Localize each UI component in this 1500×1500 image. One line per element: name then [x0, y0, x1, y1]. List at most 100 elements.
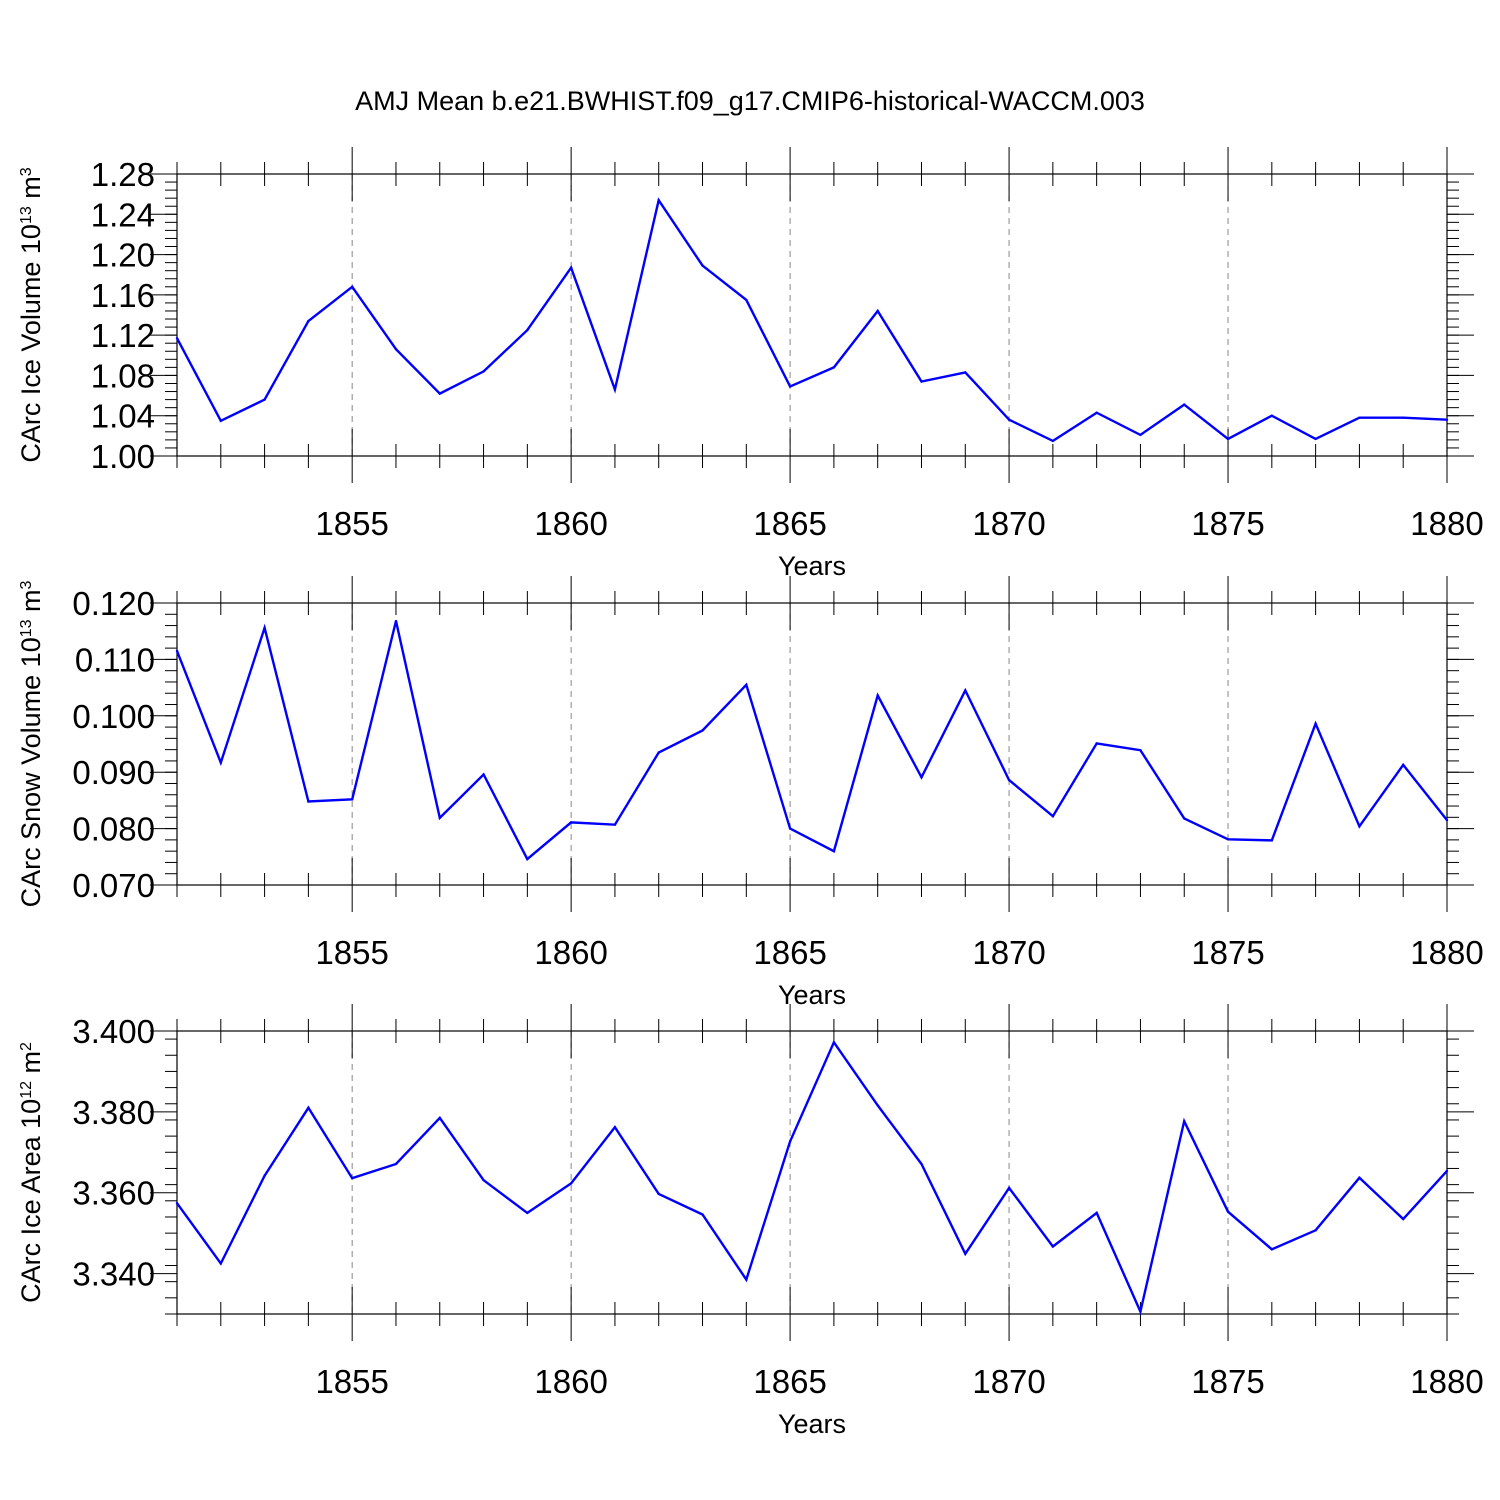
y-tick-label: 1.24 — [91, 196, 155, 233]
data-point — [613, 1126, 617, 1129]
data-point — [350, 1176, 354, 1180]
data-point — [219, 419, 222, 422]
data-point — [1226, 1210, 1230, 1213]
data-point — [657, 1192, 660, 1196]
x-axis-label: Years — [778, 551, 846, 581]
data-point — [964, 689, 967, 692]
x-tick-label: 1865 — [753, 505, 826, 542]
data-point — [1358, 1176, 1361, 1179]
data-point — [920, 776, 923, 779]
data-point — [788, 827, 792, 830]
x-axis-label: Years — [778, 1409, 846, 1439]
data-point — [788, 385, 792, 388]
data-point — [350, 285, 354, 288]
x-tick-label: 1865 — [753, 934, 826, 971]
data-point — [175, 1202, 179, 1205]
data-point — [1402, 1217, 1405, 1221]
data-point — [219, 1262, 222, 1265]
data-point — [438, 392, 441, 395]
x-tick-label: 1865 — [753, 1363, 826, 1400]
data-point — [1051, 814, 1055, 818]
y-tick-label: 0.070 — [72, 867, 155, 904]
data-point — [1007, 418, 1011, 421]
data-point — [438, 1116, 441, 1120]
y-tick-label: 3.380 — [72, 1094, 155, 1131]
x-tick-label: 1875 — [1191, 505, 1264, 542]
data-point — [263, 398, 266, 401]
y-tick-label: 1.20 — [91, 237, 155, 274]
data-point — [1095, 742, 1098, 745]
data-point — [175, 649, 179, 653]
data-point — [1007, 778, 1011, 782]
x-tick-label: 1875 — [1191, 934, 1264, 971]
data-point — [1445, 418, 1449, 421]
data-point — [526, 328, 529, 332]
data-point — [832, 366, 836, 369]
data-point — [1051, 1245, 1055, 1248]
data-point — [1095, 1211, 1098, 1215]
y-tick-label: 3.340 — [72, 1256, 155, 1293]
data-point — [832, 1041, 836, 1044]
x-tick-label: 1860 — [534, 505, 607, 542]
data-point — [701, 729, 704, 732]
panels: 1.001.04 1.081.121.161.20 1.241.28 1855 1860… — [16, 147, 1484, 1439]
y-tick-label: 0.090 — [72, 754, 155, 791]
data-point — [526, 1211, 529, 1215]
y-axis-label: CArc Ice Volume 1013 m3 — [16, 167, 46, 462]
data-point — [613, 823, 617, 826]
data-point — [788, 1140, 792, 1143]
data-point — [1139, 749, 1142, 752]
y-tick-label: 0.080 — [72, 811, 155, 848]
data-point — [307, 800, 310, 803]
plot-frame — [176, 173, 1448, 457]
y-tick-label: 3.360 — [72, 1175, 155, 1212]
data-point — [1139, 1310, 1142, 1313]
x-tick-label: 1855 — [315, 505, 388, 542]
data-point — [1051, 439, 1055, 443]
data-line — [175, 620, 1448, 861]
data-point — [394, 619, 398, 623]
data-point — [175, 336, 179, 340]
data-point — [920, 1162, 923, 1166]
x-tick-label: 1880 — [1410, 934, 1483, 971]
data-point — [1270, 1248, 1274, 1251]
data-point — [350, 798, 354, 801]
x-tick-label: 1860 — [534, 1363, 607, 1400]
y-tick-label: 1.04 — [91, 398, 155, 435]
data-point — [613, 388, 617, 391]
data-point — [964, 371, 967, 374]
data-point — [745, 683, 748, 686]
y-tick-label: 1.16 — [91, 277, 155, 314]
data-point — [1007, 1186, 1011, 1190]
panel-1: 1.001.04 1.081.121.161.20 1.241.28 1855 1860… — [16, 147, 1484, 581]
data-point — [1358, 416, 1361, 419]
y-tick-label: 3.400 — [72, 1013, 155, 1050]
data-point — [920, 380, 923, 383]
y-tick-label: 1.00 — [91, 438, 155, 475]
x-tick-label: 1880 — [1410, 505, 1483, 542]
data-point — [526, 857, 529, 861]
data-point — [745, 1278, 748, 1281]
x-tick-label: 1870 — [972, 1363, 1045, 1400]
data-point — [1226, 838, 1230, 841]
data-point — [1402, 416, 1405, 419]
data-point — [1445, 818, 1449, 822]
y-tick-label: 1.28 — [91, 156, 155, 193]
data-point — [657, 198, 660, 202]
y-tick-label: 0.120 — [72, 585, 155, 622]
data-point — [263, 1174, 266, 1177]
data-line — [176, 1039, 1448, 1316]
data-point — [569, 1182, 573, 1185]
data-point — [1183, 817, 1186, 820]
y-tick-label: 0.100 — [72, 698, 155, 735]
data-point — [1358, 825, 1361, 828]
y-tick-label: 1.08 — [91, 357, 155, 394]
data-point — [701, 1213, 704, 1216]
data-point — [394, 348, 398, 351]
data-point — [1445, 1169, 1449, 1173]
y-axis-label: CArc Snow Volume 1013 m3 — [16, 580, 46, 907]
x-tick-label: 1880 — [1410, 1363, 1483, 1400]
chart-title: AMJ Mean b.e21.BWHIST.f09_g17.CMIP6-hist… — [355, 86, 1145, 116]
y-axis-label: CArc Ice Area 1012 m2 — [16, 1042, 46, 1303]
